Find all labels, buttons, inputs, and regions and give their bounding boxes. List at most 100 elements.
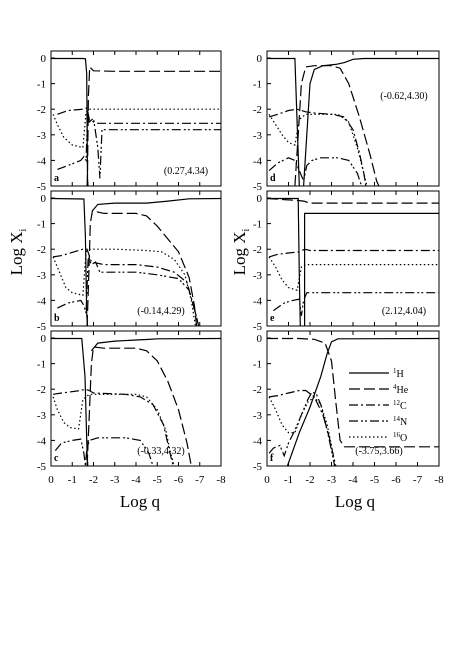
series-line-14n [57,256,200,326]
legend-element: O [400,433,407,444]
y-tick-label: -2 [253,244,262,256]
x-tick-label: -4 [131,474,141,486]
panel-frame [266,330,440,467]
y-tick-label: -3 [37,130,47,142]
series-line-12c [53,248,200,326]
x-tick-label: -2 [89,474,98,486]
series-group [267,197,439,326]
x-tick-label: -7 [413,474,423,486]
panel-frame [50,330,222,467]
series-group [51,337,221,466]
series-group [51,57,221,186]
y-tick-label: -1 [253,359,262,371]
y-axis-label-right: Log Xi [230,228,252,275]
series-group [267,57,439,186]
series-group [51,197,221,326]
x-tick-label: 0 [264,474,270,486]
legend-superscript: 1 [393,367,397,375]
panel-letter: d [270,173,276,184]
y-tick-label: -1 [253,219,262,231]
y-tick-label: -3 [37,410,47,422]
x-axis-label-left: Log q [120,492,161,511]
legend-superscript: 4 [393,383,397,391]
panel-c: 0-1-2-3-4-50 -1 -2 -3 -4 -5 -6 -7 -8c(-0.33,4.32… [37,330,226,486]
series-line-1h-outer [90,337,221,352]
panel-annotation: (-0.62,4.30) [380,91,428,102]
series-line-1h [267,197,301,326]
panel-letter: f [270,453,274,464]
series-line-14n [268,390,336,466]
series-line-16o [52,248,197,326]
series-line-16o [52,108,221,149]
y-tick-label: -3 [253,130,263,142]
legend-superscript: 16 [393,431,401,439]
y-tick-label: -1 [37,79,46,91]
x-tick-label: -4 [348,474,358,486]
series-line-1h [286,337,439,466]
legend-element: C [400,401,407,412]
legend-label: 16O [393,431,407,444]
series-line-4he [267,197,439,204]
panel-frame [266,50,440,187]
legend-label: 4He [393,383,409,396]
panel-e: 0 -1 -2 -3 -4 -5 e (2.12,4.04) [253,190,440,333]
y-tick-label: -4 [37,435,47,447]
legend-label: 12C [393,399,407,412]
y-tick-label: -5 [253,321,263,333]
series-line-4he [86,65,221,186]
panel-frame [50,190,222,327]
y-tick-label: -2 [37,384,46,396]
panel-a: 0 -1 -2 -3 -4 -5 a (0.27,4.34) [37,50,222,193]
legend-superscript: 12 [393,399,401,407]
y-tick-label: -5 [253,181,263,193]
x-tick-label: -6 [174,474,184,486]
x-tick-label: 0 [48,474,54,486]
series-line-1h-outer [304,212,439,326]
series-line-14n [268,157,363,186]
y-tick-label: -5 [253,461,263,473]
series-line-16o [268,396,336,466]
series-line-4he [294,65,380,186]
panel-annotation: (0.27,4.34) [164,166,208,177]
panel-letter: b [54,313,60,324]
panel-annotation: (-3.75,3.66) [355,446,403,457]
x-tick-label: -2 [305,474,314,486]
x-axis-label-right: Log q [335,492,376,511]
y-tick-label: 0 [257,53,263,65]
y-tick-label: 0 [41,193,47,205]
panel-letter: e [270,313,275,324]
series-line-1h [267,57,300,186]
x-tick-label: -8 [434,474,444,486]
y-tick-label: -2 [37,244,46,256]
y-tick-label: -5 [37,461,47,473]
y-tick-label: -4 [37,295,47,307]
series-line-14n [273,292,439,316]
y-tick-label: -3 [37,270,47,282]
y-axis-label-left: Log Xi [7,228,29,275]
x-tick-label: -3 [327,474,337,486]
y-tick-label: -4 [37,155,47,167]
y-tick-label: -1 [37,219,46,231]
y-tick-label: -4 [253,435,263,447]
series-line-12c [268,108,367,186]
x-tick-label: -8 [216,474,226,486]
panel-d: 0 -1 -2 -3 -4 -5 d (-0.62,4.30) [253,50,440,193]
series-line-12c [268,248,439,258]
series-line-1h-outer [303,57,439,186]
x-tick-label: -7 [195,474,205,486]
y-tick-label: -3 [253,410,263,422]
y-tick-label: -5 [37,321,47,333]
legend-element: He [397,385,409,396]
x-tick-label: -3 [110,474,120,486]
y-tick-label: -2 [253,384,262,396]
panel-annotation: (-0.33,4.32) [137,446,185,457]
x-tick-label: -6 [391,474,401,486]
series-line-12c [57,107,221,124]
x-tick-label: -1 [284,474,293,486]
legend-element: H [397,369,404,380]
x-tick-label: -1 [68,474,77,486]
y-tick-label: -4 [253,295,263,307]
series-line-4he [86,210,198,326]
